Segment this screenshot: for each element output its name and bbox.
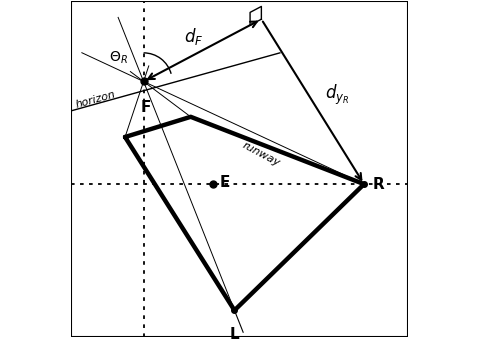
- Text: horizon: horizon: [75, 89, 117, 110]
- Text: $d_F$: $d_F$: [184, 26, 204, 47]
- Text: F: F: [141, 100, 151, 115]
- Text: R: R: [373, 177, 384, 191]
- Text: $\Theta_R$: $\Theta_R$: [109, 50, 128, 66]
- Text: L: L: [229, 327, 240, 342]
- Text: E: E: [220, 175, 230, 190]
- Text: $d_{y_R}$: $d_{y_R}$: [325, 83, 349, 107]
- Text: runway: runway: [241, 140, 282, 168]
